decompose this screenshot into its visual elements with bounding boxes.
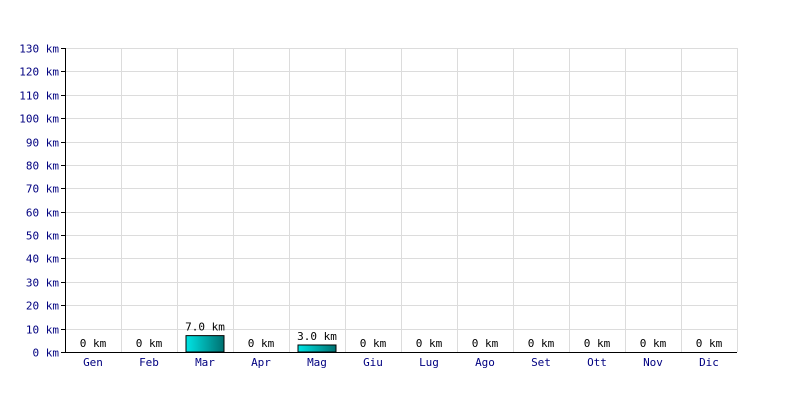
- x-tick-label-gen: Gen: [83, 356, 103, 369]
- value-label-apr: 0 km: [248, 337, 275, 350]
- x-tick-label-nov: Nov: [643, 356, 663, 369]
- y-tick-label: 70 km: [26, 183, 59, 196]
- value-labels: 0 km 0 km 7.0 km 0 km 3.0 km 0 km 0 km 0 km 0 km…: [80, 321, 723, 350]
- value-label-giu: 0 km: [360, 337, 387, 350]
- value-label-ott: 0 km: [584, 337, 611, 350]
- x-tick-label-feb: Feb: [139, 356, 159, 369]
- x-tick-label-ott: Ott: [587, 356, 607, 369]
- y-tick-label: 130 km: [19, 43, 59, 56]
- x-axis-labels: Gen Feb Mar Apr Mag Giu Lug Ago Set Ott Nov Dic: [83, 356, 719, 369]
- y-tick-label: 100 km: [19, 113, 59, 126]
- value-label-ago: 0 km: [472, 337, 499, 350]
- grid: [65, 48, 738, 352]
- x-tick-label-apr: Apr: [251, 356, 271, 369]
- bar-mag: [297, 344, 337, 353]
- y-tick-label: 90 km: [26, 137, 59, 150]
- x-tick-label-mar: Mar: [195, 356, 215, 369]
- x-tick-label-lug: Lug: [419, 356, 439, 369]
- y-tick-label: 50 km: [26, 230, 59, 243]
- y-tick-label: 40 km: [26, 253, 59, 266]
- bar-mar: [185, 335, 225, 353]
- y-tick-label: 0 km: [33, 347, 60, 360]
- y-tick-label: 20 km: [26, 300, 59, 313]
- value-label-mag: 3.0 km: [297, 330, 337, 343]
- x-tick-label-ago: Ago: [475, 356, 495, 369]
- x-tick-label-dic: Dic: [699, 356, 719, 369]
- y-tick-label: 80 km: [26, 160, 59, 173]
- x-tick-label-giu: Giu: [363, 356, 383, 369]
- value-label-gen: 0 km: [80, 337, 107, 350]
- axes: [61, 48, 737, 353]
- x-tick-label-mag: Mag: [307, 356, 327, 369]
- value-label-feb: 0 km: [136, 337, 163, 350]
- x-tick-label-set: Set: [531, 356, 551, 369]
- y-tick-label: 10 km: [26, 324, 59, 337]
- y-axis-ticks: 0 km 10 km 20 km 30 km 40 km 50 km 60 km 70 km 8…: [19, 43, 59, 360]
- value-label-nov: 0 km: [640, 337, 667, 350]
- y-tick-label: 60 km: [26, 207, 59, 220]
- value-label-mar: 7.0 km: [185, 321, 225, 334]
- value-label-set: 0 km: [528, 337, 555, 350]
- y-tick-label: 110 km: [19, 90, 59, 103]
- value-label-lug: 0 km: [416, 337, 443, 350]
- y-tick-label: 30 km: [26, 277, 59, 290]
- value-label-dic: 0 km: [696, 337, 723, 350]
- y-tick-label: 120 km: [19, 66, 59, 79]
